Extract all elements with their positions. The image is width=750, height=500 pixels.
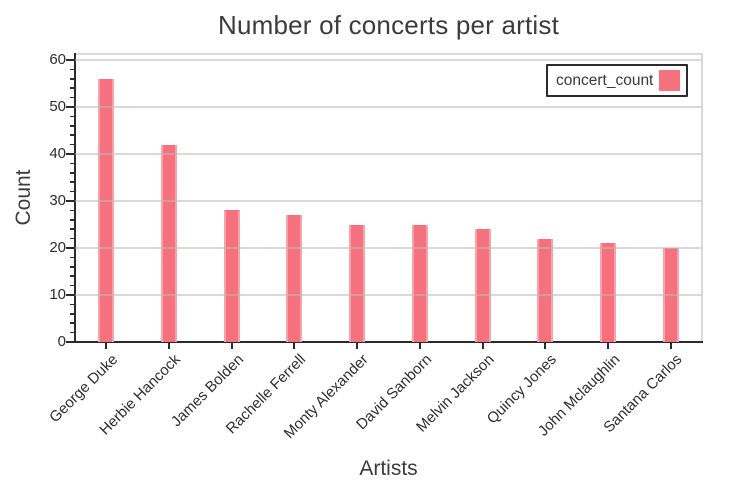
x-tick [544, 342, 547, 349]
y-minor-tick [70, 78, 74, 80]
y-tick-label: 60 [49, 51, 66, 69]
x-tick [105, 342, 108, 349]
y-minor-tick [70, 256, 74, 259]
bar-monty-alexander [349, 224, 366, 342]
x-tick [481, 342, 484, 349]
gridline-y-50 [75, 106, 701, 108]
bar-herbie-hancock [161, 144, 178, 342]
x-tick [418, 342, 421, 349]
y-tick-label: 20 [49, 239, 66, 257]
y-tick-label: 50 [49, 98, 66, 116]
x-tick [356, 342, 359, 349]
gridline-y-30 [75, 200, 701, 202]
y-minor-tick [70, 209, 74, 212]
gridline-y-40 [75, 153, 701, 155]
y-minor-tick [70, 68, 74, 71]
y-minor-tick [70, 190, 74, 193]
y-minor-tick [70, 115, 74, 118]
x-tick [606, 342, 609, 349]
y-minor-tick [70, 125, 74, 127]
legend-label: concert_count [556, 71, 654, 89]
gridline-y-10 [75, 294, 701, 296]
y-minor-tick [70, 313, 74, 315]
bar-rachelle-ferrell [286, 215, 303, 342]
y-major-tick [66, 106, 74, 109]
y-minor-tick [70, 284, 74, 287]
y-minor-tick [70, 134, 74, 136]
x-tick [669, 342, 672, 349]
bar-james-bolden [223, 210, 240, 342]
gridline-y-20 [75, 247, 701, 249]
y-minor-tick [70, 331, 74, 334]
legend-swatch [659, 70, 680, 91]
x-tick [168, 342, 171, 349]
y-minor-tick [70, 266, 74, 268]
y-major-tick [66, 153, 74, 156]
x-axis-line [73, 341, 703, 343]
y-axis-line [73, 53, 76, 342]
chart-title: Number of concerts per artist [217, 10, 560, 40]
bar-quincy-jones [537, 238, 554, 342]
y-minor-tick [70, 228, 74, 230]
legend: concert_count [546, 64, 688, 97]
y-minor-tick [70, 96, 74, 99]
y-major-tick [66, 59, 74, 62]
y-tick-label: 0 [57, 333, 66, 350]
y-tick-label: 10 [49, 286, 66, 303]
plot-border-top [75, 53, 702, 55]
y-minor-tick [70, 143, 74, 146]
bar-david-sanborn [411, 224, 428, 342]
y-tick-label: 30 [49, 192, 66, 210]
y-minor-tick [70, 322, 74, 324]
bar-john-mclaughlin [599, 243, 616, 342]
y-minor-tick [70, 181, 74, 183]
y-major-tick [66, 294, 74, 296]
y-minor-tick [70, 275, 74, 277]
y-minor-tick [70, 303, 74, 306]
y-major-tick [66, 247, 74, 250]
y-minor-tick [70, 162, 74, 165]
plot-border-right [701, 53, 703, 342]
y-minor-tick [70, 219, 74, 221]
x-tick [293, 342, 296, 349]
y-minor-tick [70, 237, 74, 240]
x-axis-title: Artists [359, 457, 418, 480]
y-tick-label: 40 [49, 145, 66, 163]
y-minor-tick [70, 87, 74, 89]
y-major-tick [66, 200, 74, 203]
bar-george-duke [98, 78, 115, 342]
y-minor-tick [70, 172, 74, 174]
x-tick [230, 342, 233, 349]
bar-melvin-jackson [474, 229, 491, 342]
y-major-tick [66, 341, 74, 343]
gridline-y-60 [75, 59, 701, 61]
